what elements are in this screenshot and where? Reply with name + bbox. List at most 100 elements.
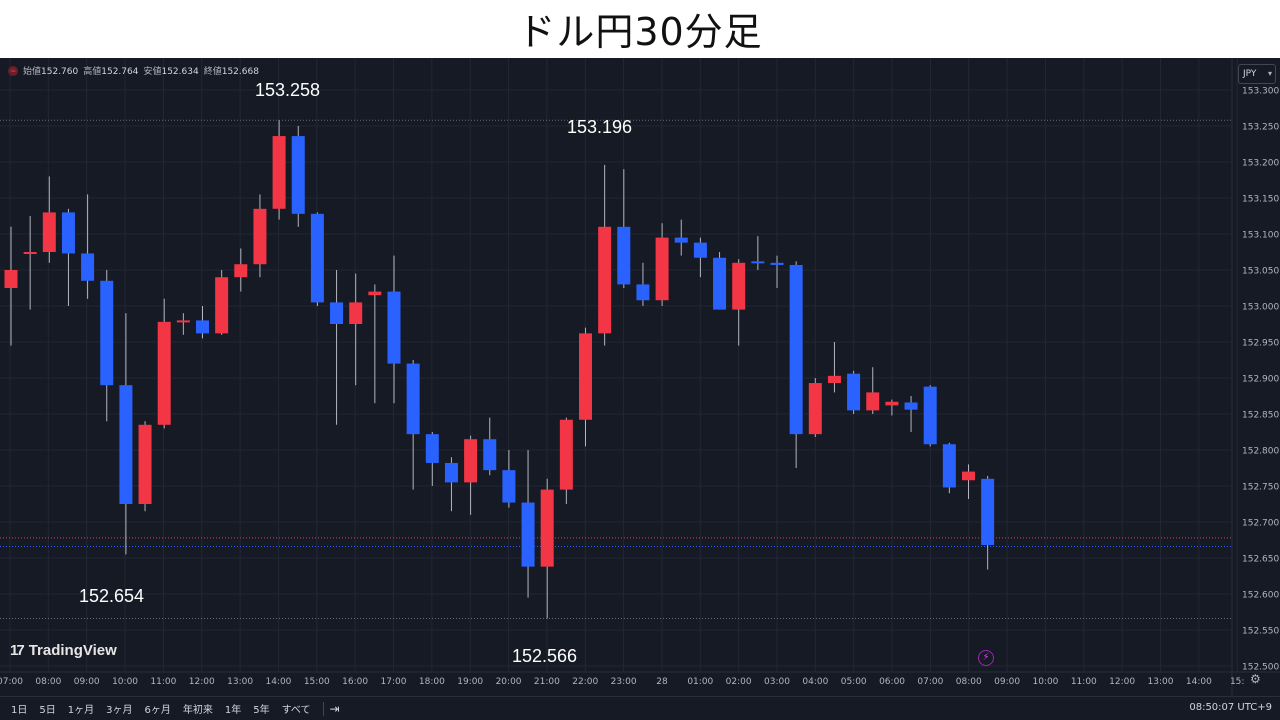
time-tick-label: 19:00 xyxy=(457,677,483,687)
candle-body[interactable] xyxy=(119,385,133,504)
candle-body[interactable] xyxy=(310,213,324,303)
price-tick-label: 152.600 xyxy=(1242,591,1279,601)
time-tick-label: 15:00 xyxy=(304,677,330,687)
range-button-6m[interactable]: 6ヶ月 xyxy=(144,705,171,716)
candle-body[interactable] xyxy=(42,212,56,252)
price-tick-label: 152.550 xyxy=(1242,627,1279,637)
range-button-all[interactable]: すべて xyxy=(281,705,311,716)
candle-body[interactable] xyxy=(808,383,822,435)
lightning-icon[interactable]: ⚡ xyxy=(978,650,994,666)
candle-body[interactable] xyxy=(100,280,114,386)
candle-body[interactable] xyxy=(713,257,727,310)
title-bar: ドル円30分足 xyxy=(0,0,1280,58)
candle-body[interactable] xyxy=(636,284,650,301)
range-button-1d[interactable]: 1日 xyxy=(11,705,28,716)
time-tick-label: 21:00 xyxy=(534,677,560,687)
candle-body[interactable] xyxy=(827,375,841,384)
close-label: 終値 xyxy=(203,67,222,77)
time-tick-label: 23:00 xyxy=(611,677,637,687)
candle-body[interactable] xyxy=(751,261,765,264)
time-tick-label: 07:00 xyxy=(0,677,23,687)
time-tick-label: 11:00 xyxy=(1071,677,1097,687)
candle-body[interactable] xyxy=(387,291,401,364)
range-button-1y[interactable]: 1年 xyxy=(224,705,242,716)
candle-body[interactable] xyxy=(483,439,497,471)
range-button-3m[interactable]: 3ヶ月 xyxy=(106,705,133,716)
candle-body[interactable] xyxy=(81,253,95,281)
currency-select[interactable]: JPY ▾ xyxy=(1238,64,1276,84)
low-label: 安値 xyxy=(143,67,162,77)
open-value: 152.760 xyxy=(41,67,79,77)
candle-body[interactable] xyxy=(732,262,746,310)
candle-body[interactable] xyxy=(291,136,305,214)
candle-body[interactable] xyxy=(693,242,707,258)
candle-body[interactable] xyxy=(674,237,688,243)
range-button-5d[interactable]: 5日 xyxy=(39,705,56,716)
candle-body[interactable] xyxy=(406,363,420,435)
range-button-1m[interactable]: 1ヶ月 xyxy=(67,705,95,716)
calendar-goto-icon[interactable]: ⇥ xyxy=(329,701,340,716)
annotation-high-mid: 153.196 xyxy=(567,117,633,137)
time-tick-label: 22:00 xyxy=(572,677,598,687)
toolbar-divider xyxy=(322,701,324,716)
time-tick-label: 01:00 xyxy=(687,677,713,687)
price-tick-label: 152.750 xyxy=(1242,483,1279,493)
price-tick-label: 153.100 xyxy=(1242,231,1279,241)
time-tick-label: 13:00 xyxy=(1148,677,1174,687)
candle-body[interactable] xyxy=(942,444,956,488)
chart-area[interactable]: 152.500 152.550 152.600 152.650 152.700 152.7… xyxy=(0,58,1280,720)
currency-pair-icon[interactable]: ≈ xyxy=(8,65,18,76)
candle-body[interactable] xyxy=(923,386,937,445)
candle-body[interactable] xyxy=(904,402,918,410)
candle-body[interactable] xyxy=(521,502,535,567)
candle-body[interactable] xyxy=(138,424,152,504)
candle-body[interactable] xyxy=(215,277,229,334)
price-tick-label: 153.050 xyxy=(1242,267,1279,277)
brand-watermark[interactable]: 17 TradingView xyxy=(10,642,117,659)
range-button-5y[interactable]: 5年 xyxy=(253,705,270,716)
candle-body[interactable] xyxy=(196,320,209,334)
candle-body[interactable] xyxy=(502,470,516,503)
candle-body[interactable] xyxy=(176,320,190,323)
candlestick-chart[interactable]: 152.500 152.550 152.600 152.650 152.700 152.7… xyxy=(0,58,1280,696)
candle-body[interactable] xyxy=(368,291,382,296)
candle-body[interactable] xyxy=(981,478,995,546)
candle-body[interactable] xyxy=(655,237,669,301)
time-tick-label: 12:00 xyxy=(1109,677,1135,687)
candle-body[interactable] xyxy=(4,270,18,288)
bottom-toolbar: 1日 5日 1ヶ月 3ヶ月 6ヶ月 年初来 1年 5年 すべて ⇥ 08:50:… xyxy=(0,696,1280,720)
candle-body[interactable] xyxy=(770,262,784,265)
candle-body[interactable] xyxy=(617,226,631,285)
price-tick-label: 153.250 xyxy=(1242,123,1279,133)
price-tick-label: 152.700 xyxy=(1242,519,1279,529)
time-tick-label: 08:00 xyxy=(35,677,61,687)
annotation-low-mid: 152.566 xyxy=(512,646,578,666)
candle-body[interactable] xyxy=(349,302,363,324)
candle-body[interactable] xyxy=(253,208,267,265)
candle-body[interactable] xyxy=(61,212,75,254)
gear-icon[interactable]: ⚙ xyxy=(1250,672,1261,686)
candle-body[interactable] xyxy=(425,434,439,463)
annotation-low-left: 152.654 xyxy=(79,586,145,606)
candle-body[interactable] xyxy=(579,333,592,420)
candle-body[interactable] xyxy=(157,321,171,425)
candle-body[interactable] xyxy=(789,264,803,435)
candle-body[interactable] xyxy=(540,489,554,567)
open-label: 始値 xyxy=(23,67,42,77)
candle-body[interactable] xyxy=(866,392,880,411)
candle-body[interactable] xyxy=(234,264,248,278)
candle-body[interactable] xyxy=(272,136,286,209)
candle-body[interactable] xyxy=(962,471,975,481)
candle-body[interactable] xyxy=(559,419,573,490)
candle-body[interactable] xyxy=(464,439,478,483)
candle-body[interactable] xyxy=(444,462,458,483)
time-tick-label: 14:00 xyxy=(1186,677,1212,687)
candle-body[interactable] xyxy=(885,401,899,406)
candle-body[interactable] xyxy=(847,373,861,411)
candle-body[interactable] xyxy=(598,226,612,334)
time-tick-label: 06:00 xyxy=(879,677,905,687)
range-button-ytd[interactable]: 年初来 xyxy=(182,705,213,716)
candle-body[interactable] xyxy=(330,302,344,324)
time-tick-label: 28 xyxy=(656,677,668,687)
candle-body[interactable] xyxy=(23,252,37,254)
